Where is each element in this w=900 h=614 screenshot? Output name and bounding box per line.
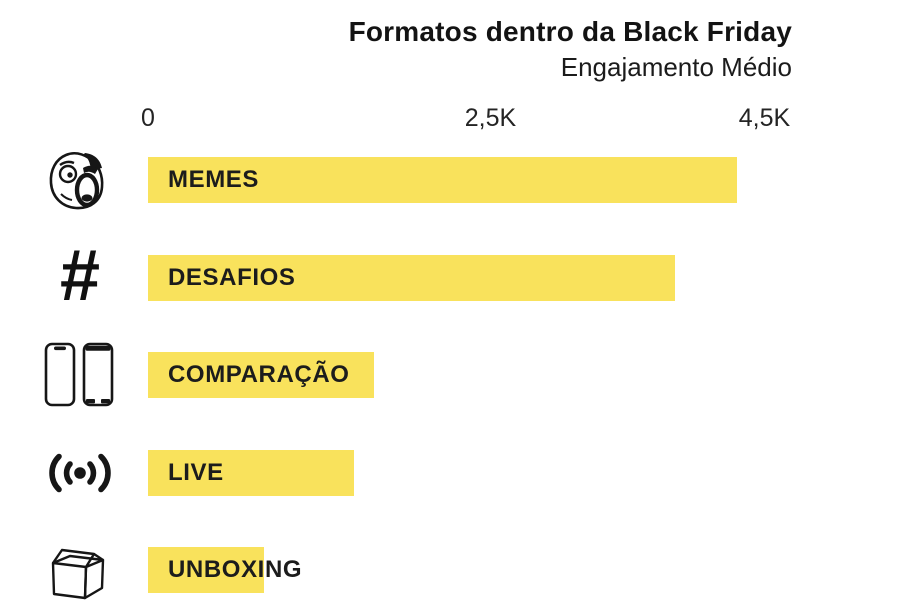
x-tick-label: 2,5K xyxy=(464,104,517,132)
chart-title: Formatos dentro da Black Friday xyxy=(348,16,792,47)
unboxing-box-icon xyxy=(36,532,124,608)
x-tick-label: 4,5K xyxy=(738,104,791,132)
chart-rows: MEMES # DESAFIOS COMPARAÇÃO LIVE UNBOXING xyxy=(44,152,900,614)
bar-desafios: DESAFIOS xyxy=(148,254,676,301)
bar-memes: MEMES xyxy=(148,157,738,203)
bar-comparação: COMPARAÇÃO xyxy=(148,352,375,398)
bar-label: LIVE xyxy=(168,458,224,486)
chart-row: LIVE xyxy=(49,449,900,496)
chart-header: Formatos dentro da Black Friday Engajame… xyxy=(0,16,792,83)
bar-label: COMPARAÇÃO xyxy=(168,361,350,388)
chart-subtitle: Engajamento Médio xyxy=(560,52,792,82)
chart-row: MEMES xyxy=(49,152,900,210)
x-tick-label: 0 xyxy=(141,104,155,132)
meme-face-icon xyxy=(36,142,124,218)
bar-live: LIVE xyxy=(148,449,354,496)
chart-row: # DESAFIOS xyxy=(60,240,900,312)
phones-comparison-icon xyxy=(36,337,124,413)
bar-label: MEMES xyxy=(168,166,260,193)
plot-area: 0 2,5K 4,5K MEMES # DESAFIOS COMPARAÇÃO xyxy=(44,0,900,614)
x-axis: 0 2,5K 4,5K xyxy=(141,104,900,134)
live-broadcast-icon xyxy=(36,435,124,511)
bar-label: UNBOXING xyxy=(168,556,303,583)
chart-row: COMPARAÇÃO xyxy=(44,342,900,407)
hashtag-icon: # xyxy=(59,235,101,316)
chart-row: UNBOXING xyxy=(51,547,900,600)
bar-unboxing: UNBOXING xyxy=(148,547,302,593)
bar-label: DESAFIOS xyxy=(168,263,296,291)
